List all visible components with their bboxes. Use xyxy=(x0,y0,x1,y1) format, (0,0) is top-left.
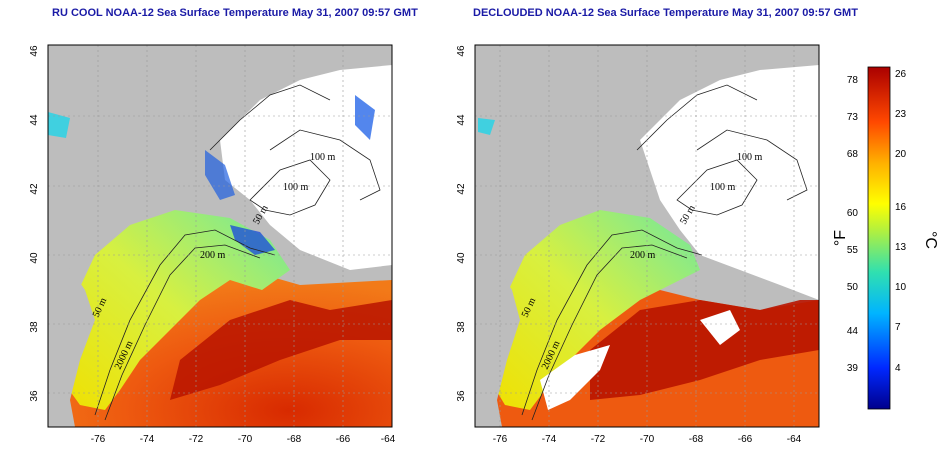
left-map xyxy=(48,45,392,427)
no-data-area xyxy=(700,310,740,345)
lat-tick: 40 xyxy=(456,252,467,264)
fahrenheit-unit: °F xyxy=(832,230,849,246)
lon-tick: -76 xyxy=(493,434,508,445)
lon-tick: -74 xyxy=(140,434,155,445)
right-panel-title: DECLOUDED NOAA-12 Sea Surface Temperatur… xyxy=(473,7,858,19)
contour-label: 100 m xyxy=(710,182,736,193)
coastal-cool-patch xyxy=(48,112,70,138)
celsius-tick: 16 xyxy=(895,202,907,213)
right-lon-axis: -76 -74 -72 -70 -68 -66 -64 xyxy=(493,434,802,445)
fahrenheit-tick: 73 xyxy=(847,112,859,123)
lat-tick: 42 xyxy=(29,183,40,195)
lat-tick: 38 xyxy=(456,321,467,333)
coastline-land xyxy=(475,268,520,427)
lon-tick: -66 xyxy=(738,434,753,445)
celsius-tick: 7 xyxy=(895,322,901,333)
celsius-tick: 23 xyxy=(895,109,907,120)
lon-tick: -64 xyxy=(787,434,802,445)
lon-tick: -76 xyxy=(91,434,106,445)
lon-tick: -74 xyxy=(542,434,557,445)
right-frame xyxy=(474,44,820,428)
grid xyxy=(48,45,392,427)
lon-tick: -68 xyxy=(689,434,704,445)
colorbar-celsius-ticks: 26 23 20 16 13 10 7 4 xyxy=(895,69,907,374)
lat-tick: 38 xyxy=(29,321,40,333)
celsius-tick: 26 xyxy=(895,69,907,80)
grid xyxy=(475,45,819,427)
celsius-tick: 10 xyxy=(895,282,907,293)
lat-tick: 44 xyxy=(456,114,467,126)
fahrenheit-tick: 68 xyxy=(847,149,859,160)
cloud-speckle xyxy=(230,225,275,255)
lat-tick: 36 xyxy=(29,390,40,402)
contour-label: 100 m xyxy=(310,152,336,163)
contour-label: 200 m xyxy=(200,250,226,261)
no-data-area xyxy=(540,345,610,410)
lon-tick: -68 xyxy=(287,434,302,445)
lon-tick: -66 xyxy=(336,434,351,445)
fahrenheit-tick: 60 xyxy=(847,208,859,219)
fahrenheit-tick: 55 xyxy=(847,245,859,256)
fahrenheit-tick: 50 xyxy=(847,282,859,293)
celsius-tick: 4 xyxy=(895,363,901,374)
celsius-tick: 13 xyxy=(895,242,907,253)
contour-label: 100 m xyxy=(283,182,309,193)
fahrenheit-tick: 78 xyxy=(847,75,859,86)
colorbar xyxy=(867,66,891,410)
shelf-water xyxy=(60,210,290,410)
right-lat-axis: 46 44 42 40 38 36 xyxy=(456,45,467,402)
lat-tick: 46 xyxy=(456,45,467,57)
left-lon-axis: -76 -74 -72 -70 -68 -66 -64 xyxy=(91,434,396,445)
lon-tick: -70 xyxy=(640,434,655,445)
fahrenheit-tick: 39 xyxy=(847,363,859,374)
left-frame xyxy=(47,44,393,428)
cloud-speckle xyxy=(205,150,235,200)
lon-tick: -70 xyxy=(238,434,253,445)
cloud-speckle xyxy=(355,95,375,140)
shelf-water xyxy=(490,210,700,410)
lon-tick: -72 xyxy=(189,434,204,445)
gulf-stream-core xyxy=(170,300,392,400)
lat-tick: 40 xyxy=(29,252,40,264)
celsius-unit: °C xyxy=(922,231,939,249)
bathymetry-contours xyxy=(94,84,381,421)
left-lat-axis: 46 44 42 40 38 36 xyxy=(29,45,40,402)
lat-tick: 36 xyxy=(456,390,467,402)
colorbar-fahrenheit-ticks: 78 73 68 60 55 50 44 39 xyxy=(847,75,859,374)
lat-tick: 46 xyxy=(29,45,40,57)
no-data-area xyxy=(640,65,819,300)
coastline-land xyxy=(48,268,95,427)
lon-tick: -72 xyxy=(591,434,606,445)
left-panel-title: RU COOL NOAA-12 Sea Surface Temperature … xyxy=(52,7,418,19)
lat-tick: 42 xyxy=(456,183,467,195)
coastal-cool-patch xyxy=(478,118,495,135)
contour-label: 100 m xyxy=(737,152,763,163)
fahrenheit-tick: 44 xyxy=(847,326,859,337)
lon-tick: -64 xyxy=(381,434,396,445)
lat-tick: 44 xyxy=(29,114,40,126)
celsius-tick: 20 xyxy=(895,149,907,160)
right-map xyxy=(475,45,819,427)
contour-label: 200 m xyxy=(630,250,656,261)
